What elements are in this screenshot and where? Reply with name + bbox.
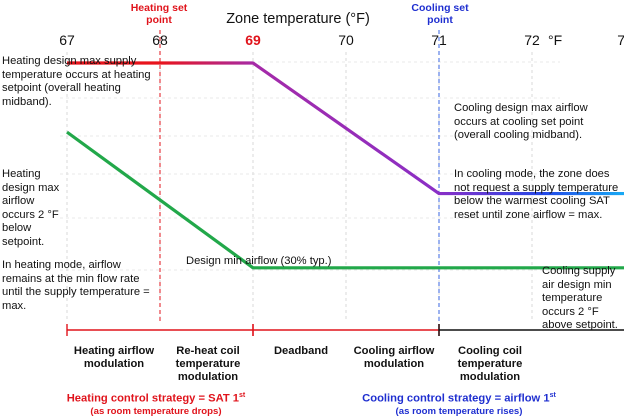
cooling-airflow-annotation: Cooling design max airflow occurs at coo… (454, 102, 588, 142)
x-tick-label: 67 (59, 32, 75, 48)
region-reheat-coil: Re-heat coil temperature modulation (175, 345, 241, 384)
design-min-airflow-annotation: Design min airflow (30% typ.) (186, 255, 332, 267)
supply-temperature-line (67, 61, 624, 196)
region-deadband: Deadband (273, 345, 329, 357)
heating-mode-annotation: In heating mode, airflow remains at the … (2, 259, 150, 312)
region-cooling-coil: Cooling coil temperature modulation (457, 345, 523, 384)
x-tick-label: 71 (431, 32, 447, 48)
x-axis-tick-labels: 6768697071727374757677 (59, 32, 624, 48)
cooling-setpoint-label: Cooling set point (411, 2, 469, 26)
x-tick-label: 72 (524, 32, 540, 48)
chart-title: Zone temperature (°F) (226, 11, 370, 27)
heating-setpoint-label: Heating set point (130, 2, 188, 26)
cooling-mode-annotation: In cooling mode, the zone does not reque… (454, 168, 619, 221)
x-axis-unit: °F (548, 32, 562, 48)
x-tick-label: 69 (245, 32, 261, 48)
cooling-strategy: Cooling control strategy = airflow 1st (… (362, 392, 556, 417)
x-tick-label: 70 (338, 32, 354, 48)
cooling-sat-annotation: Cooling supply air design min temperatur… (542, 265, 618, 332)
heating-sat-annotation: Heating design max supply temperature oc… (2, 55, 151, 108)
region-cooling-airflow: Cooling airflow modulation (353, 345, 435, 371)
region-brackets (66, 324, 624, 336)
airflow-line (66, 130, 624, 270)
x-tick-label: 68 (152, 32, 168, 48)
heating-strategy: Heating control strategy = SAT 1st (as r… (66, 392, 246, 417)
heating-airflow-annotation: Heating design max airflow occurs 2 °F b… (2, 168, 60, 248)
x-tick-label: 73 (617, 32, 624, 48)
region-heating-airflow: Heating airflow modulation (73, 345, 155, 371)
